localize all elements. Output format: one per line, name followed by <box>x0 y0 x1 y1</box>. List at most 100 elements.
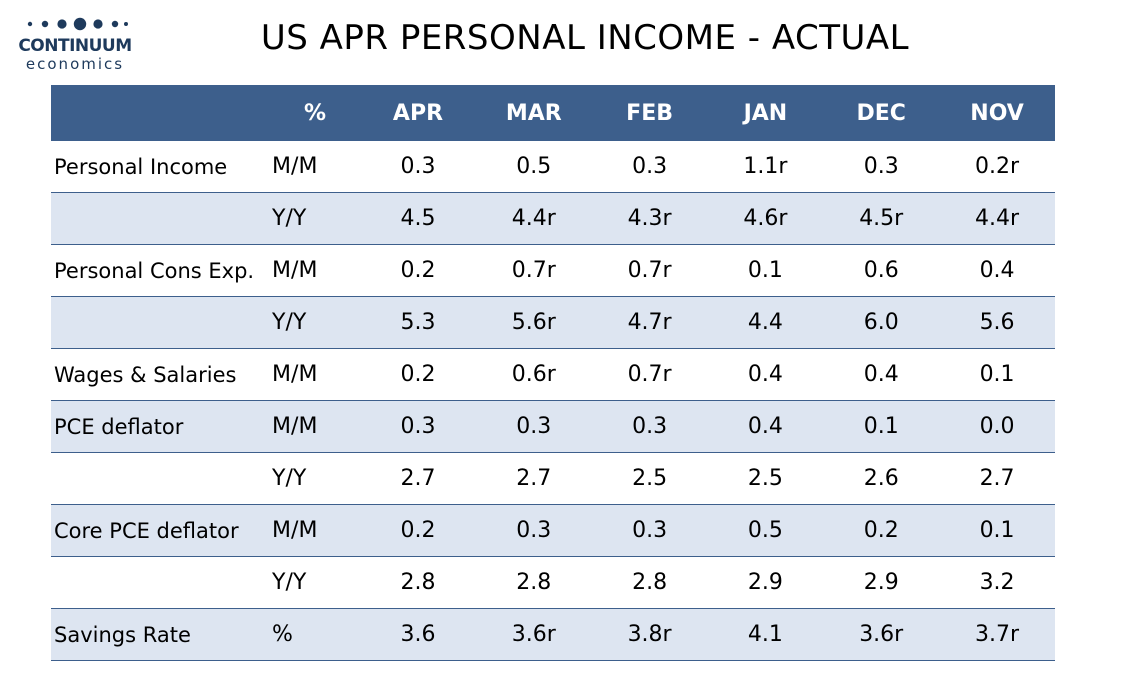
table-cell: 4.4r <box>939 192 1055 245</box>
table-cell: 0.3 <box>591 141 708 193</box>
logo-dots-icon <box>27 17 128 31</box>
table-cell: 0.0 <box>939 400 1055 453</box>
table-cell: 2.5 <box>707 452 824 505</box>
table-cell: 4.6r <box>707 192 824 245</box>
table-cell: 0.5 <box>475 141 592 193</box>
table-row: Personal Income M/M 0.3 0.5 0.3 1.1r 0.3 0.2r <box>51 141 1055 193</box>
table-cell: 0.1 <box>939 348 1055 401</box>
continuum-logo: CONTINUUM economics <box>14 16 136 76</box>
table-cell: 0.4 <box>939 244 1055 297</box>
table-cell: 0.3 <box>591 504 708 557</box>
table-cell: 0.7r <box>475 244 592 297</box>
table-cell: 0.5 <box>707 504 824 557</box>
table-cell: 2.9 <box>707 556 824 609</box>
table-cell: 3.6 <box>360 608 476 661</box>
table-row: PCE deflator M/M 0.3 0.3 0.3 0.4 0.1 0.0 <box>51 400 1055 453</box>
row-label: Personal Income <box>51 141 271 193</box>
table-cell: 0.3 <box>823 141 940 193</box>
table-cell: 0.3 <box>475 400 592 453</box>
table-row: Savings Rate% 3.6 3.6r 3.8r 4.1 3.6r 3.7r <box>51 608 1055 661</box>
table-cell: 3.6r <box>823 608 940 661</box>
header-jan: JAN <box>707 85 824 141</box>
table-cell: 2.8 <box>591 556 708 609</box>
row-unit: % <box>270 608 361 661</box>
row-unit: Y/Y <box>270 452 361 505</box>
table-row: Y/Y 5.3 5.6r 4.7r 4.4 6.0 5.6 <box>51 296 1055 349</box>
table-row: Wages & Salaries M/M 0.2 0.6r 0.7r 0.4 0.4 0.1 <box>51 348 1055 401</box>
table-row: Core PCE deflator M/M 0.2 0.3 0.3 0.5 0.2 0.1 <box>51 504 1055 557</box>
table-cell: 0.3 <box>475 504 592 557</box>
row-unit: M/M <box>270 141 361 193</box>
table-cell: 0.6 <box>823 244 940 297</box>
table-cell: 2.8 <box>360 556 476 609</box>
table-cell: 0.4 <box>823 348 940 401</box>
table-cell: 4.5r <box>823 192 940 245</box>
table-cell: 3.2 <box>939 556 1055 609</box>
table-cell: 4.3r <box>591 192 708 245</box>
table-cell: 0.4 <box>707 400 824 453</box>
table-cell: 4.4 <box>707 296 824 349</box>
row-label <box>51 452 271 505</box>
table-cell: 2.6 <box>823 452 940 505</box>
row-label <box>51 296 271 349</box>
table-cell: 0.2 <box>823 504 940 557</box>
table-cell: 0.7r <box>591 244 708 297</box>
header-dec: DEC <box>823 85 940 141</box>
table-row: Y/Y 2.7 2.7 2.5 2.5 2.6 2.7 <box>51 452 1055 505</box>
row-unit: Y/Y <box>270 556 361 609</box>
row-unit: M/M <box>270 244 361 297</box>
table-cell: 2.8 <box>475 556 592 609</box>
table-cell: 0.1 <box>939 504 1055 557</box>
row-unit: M/M <box>270 504 361 557</box>
row-unit: M/M <box>270 400 361 453</box>
header-apr: APR <box>360 85 476 141</box>
table-cell: 0.2 <box>360 244 476 297</box>
table-cell: 0.3 <box>591 400 708 453</box>
table-cell: 0.7r <box>591 348 708 401</box>
table-cell: 2.5 <box>591 452 708 505</box>
table-cell: 0.2 <box>360 348 476 401</box>
table-cell: 0.3 <box>360 141 476 193</box>
table-cell: 2.7 <box>939 452 1055 505</box>
table-cell: 4.7r <box>591 296 708 349</box>
table-cell: 6.0 <box>823 296 940 349</box>
table-cell: 3.7r <box>939 608 1055 661</box>
header-unit-col: % <box>270 85 361 141</box>
table-cell: 4.1 <box>707 608 824 661</box>
row-label <box>51 192 271 245</box>
row-label: Savings Rate <box>51 608 271 661</box>
table-cell: 0.1 <box>823 400 940 453</box>
row-unit: Y/Y <box>270 192 361 245</box>
table-cell: 2.7 <box>360 452 476 505</box>
table-row: Y/Y 2.8 2.8 2.8 2.9 2.9 3.2 <box>51 556 1055 609</box>
row-label: Personal Cons Exp. <box>51 244 271 297</box>
table-cell: 3.8r <box>591 608 708 661</box>
table-cell: 2.7 <box>475 452 592 505</box>
data-table: % APR MAR FEB JAN DEC NOV Personal Incom… <box>51 85 1055 661</box>
page-title: US APR PERSONAL INCOME - ACTUAL <box>260 18 910 58</box>
table-cell: 0.4 <box>707 348 824 401</box>
header-mar: MAR <box>475 85 592 141</box>
table-cell: 5.6r <box>475 296 592 349</box>
table-cell: 4.4r <box>475 192 592 245</box>
table-cell: 0.2r <box>939 141 1055 193</box>
row-label: Core PCE deflator <box>51 504 271 557</box>
header-feb: FEB <box>591 85 708 141</box>
table-cell: 0.1 <box>707 244 824 297</box>
table-cell: 3.6r <box>475 608 592 661</box>
table-cell: 4.5 <box>360 192 476 245</box>
logo-subtitle: economics <box>25 55 125 73</box>
header-nov: NOV <box>939 85 1055 141</box>
table-cell: 5.6 <box>939 296 1055 349</box>
header-label-col <box>51 85 271 141</box>
row-unit: M/M <box>270 348 361 401</box>
row-label: Wages & Salaries <box>51 348 271 401</box>
table-cell: 1.1r <box>707 141 824 193</box>
table-cell: 0.6r <box>475 348 592 401</box>
table-cell: 0.2 <box>360 504 476 557</box>
table-cell: 0.3 <box>360 400 476 453</box>
table-cell: 5.3 <box>360 296 476 349</box>
table-row: Y/Y 4.5 4.4r 4.3r 4.6r 4.5r 4.4r <box>51 192 1055 245</box>
row-unit: Y/Y <box>270 296 361 349</box>
logo-wordmark: CONTINUUM <box>18 36 132 56</box>
